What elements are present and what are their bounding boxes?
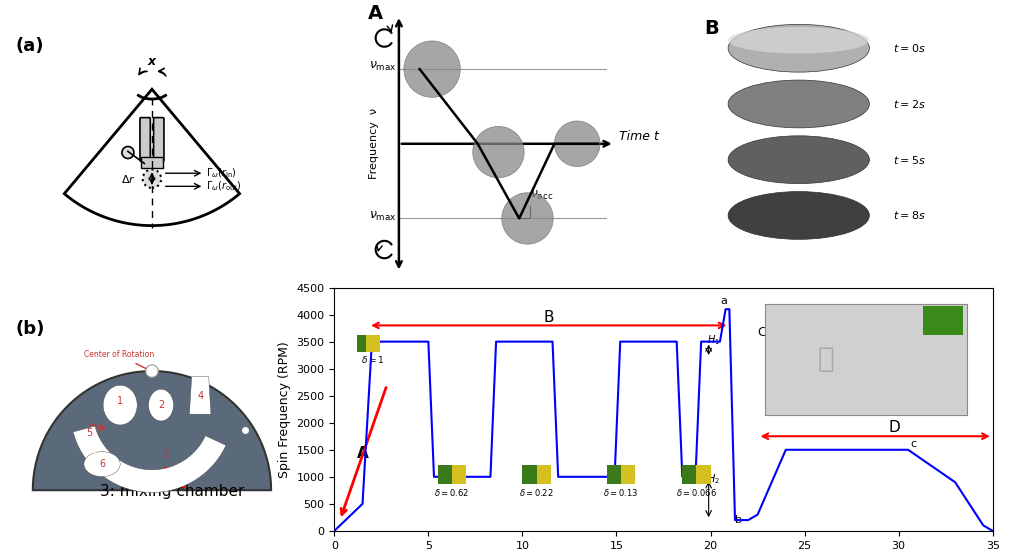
Text: 5: 5 — [86, 429, 92, 439]
Bar — [683, 465, 697, 484]
Polygon shape — [189, 377, 211, 414]
Ellipse shape — [728, 24, 869, 72]
Circle shape — [554, 121, 600, 166]
Text: $\Delta r$: $\Delta r$ — [121, 173, 136, 185]
Ellipse shape — [728, 191, 869, 239]
Text: 4: 4 — [198, 391, 204, 401]
Text: B: B — [705, 19, 719, 38]
Bar — [357, 335, 367, 352]
Text: Center of Rotation: Center of Rotation — [84, 351, 154, 371]
Text: $\delta = 0.13$: $\delta = 0.13$ — [604, 487, 639, 498]
Text: C: C — [758, 326, 766, 339]
Text: $\Gamma_\omega(r_{\rm in})$: $\Gamma_\omega(r_{\rm in})$ — [207, 166, 237, 180]
Text: 3: mixing chamber: 3: mixing chamber — [100, 484, 244, 499]
Text: $\Gamma_\omega(r_{\rm out})$: $\Gamma_\omega(r_{\rm out})$ — [207, 180, 242, 193]
Bar — [923, 306, 963, 335]
Text: a: a — [720, 296, 727, 306]
Text: (a): (a) — [15, 37, 45, 55]
Text: (b): (b) — [16, 320, 46, 338]
Bar — [452, 465, 466, 484]
Bar — [438, 465, 452, 484]
Text: 6: 6 — [99, 459, 105, 469]
Bar — [141, 157, 163, 168]
Text: $\nu_{\rm max}$: $\nu_{\rm max}$ — [369, 60, 396, 73]
Text: $t = 8s$: $t = 8s$ — [893, 210, 926, 221]
Text: $\delta = 1$: $\delta = 1$ — [361, 354, 384, 366]
Text: B: B — [544, 310, 554, 325]
Ellipse shape — [149, 389, 173, 421]
Circle shape — [122, 147, 134, 159]
Ellipse shape — [728, 27, 869, 54]
Ellipse shape — [84, 452, 121, 477]
Text: ⬬: ⬬ — [817, 346, 834, 373]
Text: A: A — [368, 4, 383, 23]
Bar — [367, 335, 381, 352]
Circle shape — [501, 193, 553, 244]
Y-axis label: Spin Frequency (RPM): Spin Frequency (RPM) — [278, 341, 291, 478]
Text: $\delta = 0.62$: $\delta = 0.62$ — [435, 487, 469, 498]
Text: D: D — [888, 420, 900, 435]
Text: 2: 2 — [158, 400, 164, 410]
Text: Time t: Time t — [619, 129, 658, 143]
Bar — [621, 465, 635, 484]
Polygon shape — [64, 89, 240, 226]
Text: $\nu_{\rm acc}$: $\nu_{\rm acc}$ — [530, 189, 553, 202]
Circle shape — [404, 41, 460, 97]
Text: $\delta = 0.22$: $\delta = 0.22$ — [520, 487, 554, 498]
FancyBboxPatch shape — [140, 118, 150, 161]
Text: x: x — [148, 55, 156, 68]
Text: $\delta = 0.066$: $\delta = 0.066$ — [676, 487, 717, 498]
FancyBboxPatch shape — [154, 118, 164, 161]
Text: Frequency  ν: Frequency ν — [369, 108, 379, 179]
Polygon shape — [73, 426, 226, 493]
Text: $t = 2s$: $t = 2s$ — [893, 98, 926, 110]
Text: 1: 1 — [118, 395, 124, 405]
Ellipse shape — [728, 136, 869, 184]
Text: $t = 5s$: $t = 5s$ — [893, 154, 926, 166]
Text: A: A — [357, 446, 369, 461]
Text: $t = 0s$: $t = 0s$ — [893, 42, 926, 54]
Text: c: c — [911, 439, 917, 448]
Text: $H_1$: $H_1$ — [707, 333, 719, 347]
Circle shape — [146, 365, 158, 377]
Bar — [607, 465, 621, 484]
Bar — [537, 465, 551, 484]
Ellipse shape — [728, 80, 869, 128]
Text: b: b — [735, 515, 743, 525]
Text: $\nu_{\rm max}$: $\nu_{\rm max}$ — [369, 210, 396, 222]
Bar — [523, 465, 537, 484]
Ellipse shape — [103, 385, 137, 425]
Text: 3: 3 — [162, 449, 168, 459]
Text: $H_2$: $H_2$ — [707, 472, 719, 486]
Circle shape — [143, 169, 161, 188]
Bar — [697, 465, 710, 484]
Polygon shape — [32, 371, 271, 490]
Circle shape — [473, 126, 524, 178]
